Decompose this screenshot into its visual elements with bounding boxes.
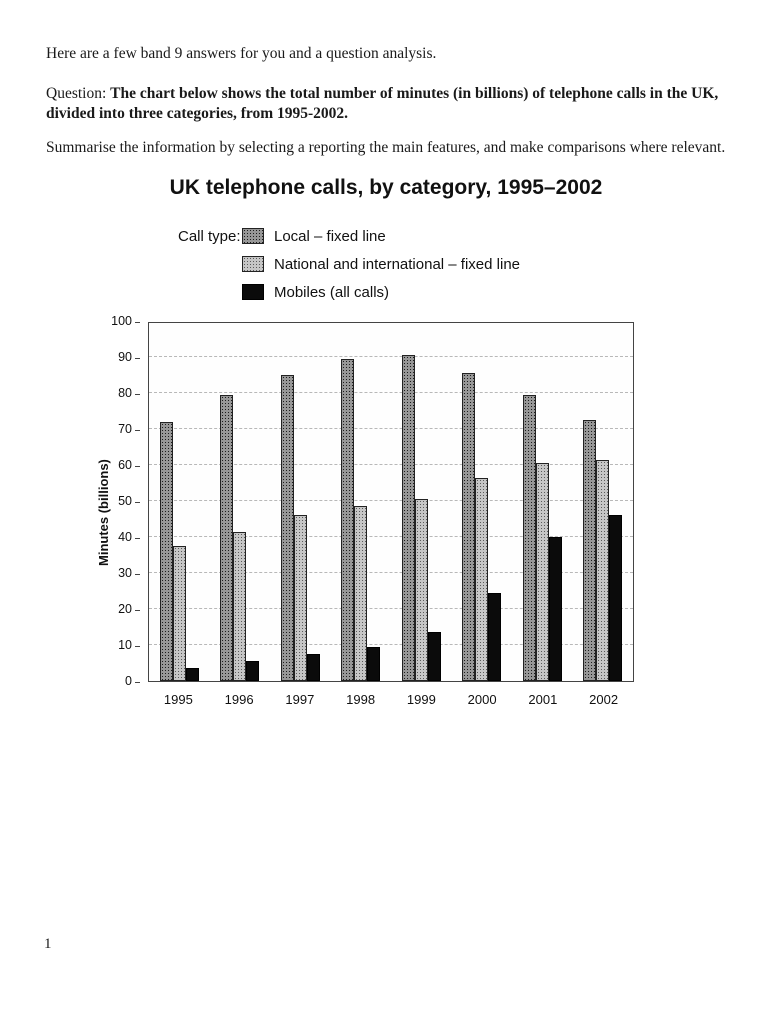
bar-2000-series0 bbox=[462, 373, 476, 681]
legend-swatch-local-icon bbox=[242, 228, 264, 244]
gridline bbox=[149, 536, 633, 537]
bar-2002-series0 bbox=[583, 420, 597, 681]
y-tick-mark bbox=[135, 574, 140, 575]
legend-row-mobiles: Mobiles (all calls) bbox=[178, 278, 520, 306]
gridline bbox=[149, 608, 633, 609]
bar-group-2000 bbox=[461, 373, 502, 681]
y-tick-mark bbox=[135, 430, 140, 431]
y-tick-mark bbox=[135, 610, 140, 611]
legend-swatch-national-icon bbox=[242, 256, 264, 272]
question-paragraph: Question: The chart below shows the tota… bbox=[46, 84, 730, 124]
gridline bbox=[149, 356, 633, 357]
gridline bbox=[149, 428, 633, 429]
question-label: Question: bbox=[46, 85, 111, 102]
x-axis-labels: 1995 1996 1997 1998 1999 2000 2001 2002 bbox=[148, 692, 634, 707]
bar-1996-series1 bbox=[233, 531, 247, 681]
bar-groups bbox=[149, 323, 633, 681]
bar-1997-series1 bbox=[293, 515, 307, 681]
x-tick-label: 1995 bbox=[163, 692, 193, 707]
y-tick-label: 70 bbox=[118, 422, 132, 436]
bar-2001-series2 bbox=[548, 537, 562, 681]
gridline bbox=[149, 644, 633, 645]
legend-item-local: Local – fixed line bbox=[274, 227, 386, 245]
y-tick-mark bbox=[135, 466, 140, 467]
bar-1995-series0 bbox=[159, 421, 173, 681]
bar-2000-series2 bbox=[488, 592, 502, 681]
y-tick-mark bbox=[135, 322, 140, 323]
chart-legend: Call type: Local – fixed line National a… bbox=[178, 222, 520, 306]
bar-2001-series1 bbox=[535, 463, 549, 681]
y-tick-label: 20 bbox=[118, 602, 132, 616]
y-tick-label: 60 bbox=[118, 458, 132, 472]
x-tick-label: 1998 bbox=[346, 692, 376, 707]
y-tick-label: 50 bbox=[118, 494, 132, 508]
bar-1998-series1 bbox=[354, 506, 368, 681]
bar-1999-series0 bbox=[401, 355, 415, 681]
y-tick-mark bbox=[135, 682, 140, 683]
y-tick-label: 0 bbox=[125, 674, 132, 688]
y-tick-label: 40 bbox=[118, 530, 132, 544]
bar-1995-series2 bbox=[185, 668, 199, 681]
summarise-text: Summarise the information by selecting a… bbox=[46, 139, 726, 156]
bar-2002-series1 bbox=[596, 459, 610, 681]
y-tick-mark bbox=[135, 646, 140, 647]
bar-1999-series1 bbox=[414, 499, 428, 681]
x-tick-label: 2000 bbox=[467, 692, 497, 707]
chart-title: UK telephone calls, by category, 1995–20… bbox=[169, 176, 603, 199]
gridline bbox=[149, 500, 633, 501]
legend-swatch-mobiles-icon bbox=[242, 284, 264, 300]
y-tick-label: 90 bbox=[118, 350, 132, 364]
legend-label: Call type: bbox=[178, 227, 241, 245]
bar-1997-series2 bbox=[306, 654, 320, 681]
y-axis-labels: 0 10 20 30 40 50 60 70 80 90 100 bbox=[104, 314, 140, 688]
question-text: The chart below shows the total number o… bbox=[46, 85, 719, 122]
bar-group-1995 bbox=[159, 421, 200, 681]
y-tick-label: 100 bbox=[111, 314, 132, 328]
bar-1999-series2 bbox=[427, 632, 441, 681]
y-tick-mark bbox=[135, 538, 140, 539]
legend-row-national: National and international – fixed line bbox=[178, 250, 520, 278]
bar-group-1996 bbox=[219, 394, 260, 681]
x-tick-label: 2002 bbox=[589, 692, 619, 707]
x-tick-label: 1999 bbox=[406, 692, 436, 707]
y-tick-mark bbox=[135, 358, 140, 359]
gridline bbox=[149, 392, 633, 393]
y-tick-mark bbox=[135, 502, 140, 503]
legend-item-mobiles: Mobiles (all calls) bbox=[274, 283, 390, 301]
x-tick-label: 2001 bbox=[528, 692, 558, 707]
bar-2001-series0 bbox=[522, 394, 536, 681]
intro-text: Here are a few band 9 answers for you an… bbox=[46, 45, 437, 62]
gridline bbox=[149, 464, 633, 465]
bar-1996-series2 bbox=[246, 661, 260, 681]
bar-1996-series0 bbox=[220, 394, 234, 681]
bar-2000-series1 bbox=[475, 477, 489, 681]
plot-area bbox=[148, 322, 634, 682]
y-tick-mark bbox=[135, 394, 140, 395]
bar-1997-series0 bbox=[280, 375, 294, 681]
legend-row-local: Call type: Local – fixed line bbox=[178, 222, 520, 250]
bar-group-2002 bbox=[582, 420, 623, 681]
bar-2002-series2 bbox=[609, 515, 623, 681]
x-tick-label: 1997 bbox=[285, 692, 315, 707]
y-tick-label: 30 bbox=[118, 566, 132, 580]
bar-group-1997 bbox=[280, 375, 321, 681]
bar-1998-series2 bbox=[367, 646, 381, 681]
bar-group-2001 bbox=[522, 394, 563, 681]
x-tick-label: 1996 bbox=[224, 692, 254, 707]
bar-1995-series1 bbox=[172, 546, 186, 681]
bar-1998-series0 bbox=[341, 358, 355, 681]
gridline bbox=[149, 572, 633, 573]
page-number: 1 bbox=[44, 936, 52, 952]
bar-group-1999 bbox=[401, 355, 442, 681]
bar-group-1998 bbox=[340, 358, 381, 681]
legend-item-national: National and international – fixed line bbox=[274, 255, 520, 273]
y-tick-label: 10 bbox=[118, 638, 132, 652]
y-tick-label: 80 bbox=[118, 386, 132, 400]
